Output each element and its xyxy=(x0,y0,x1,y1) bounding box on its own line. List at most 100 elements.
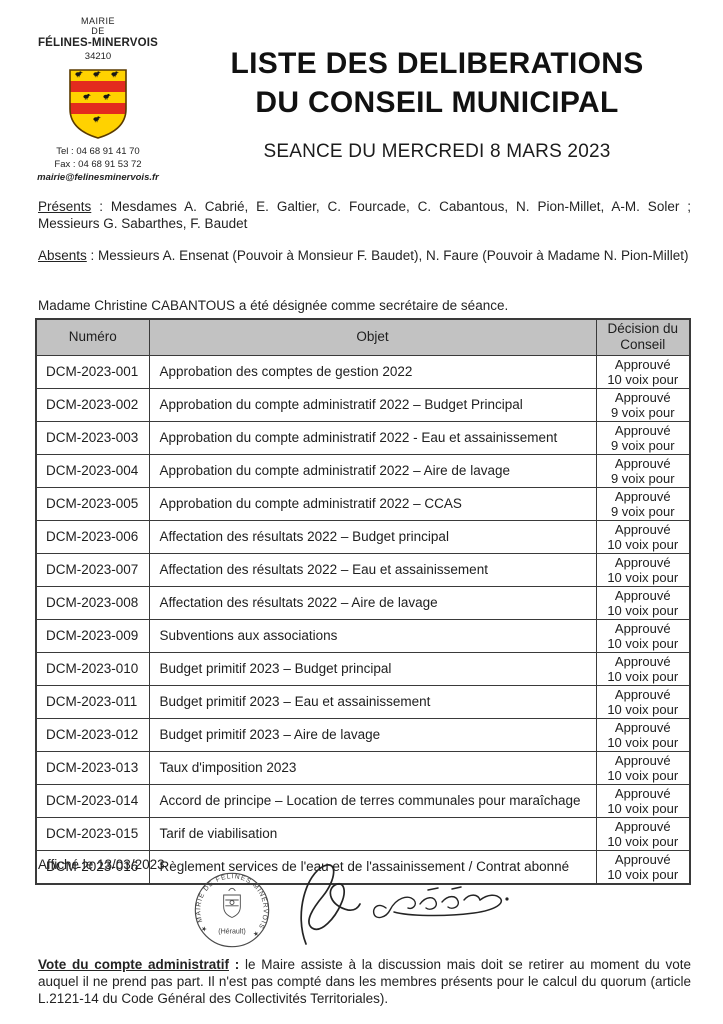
cell-decision: Approuvé 9 voix pour xyxy=(595,453,691,488)
cell-decision: Approuvé 10 voix pour xyxy=(595,849,691,884)
cell-objet: Taux d'imposition 2023 xyxy=(148,750,597,785)
decision-votes: 9 voix pour xyxy=(610,470,675,486)
municipal-stamp-icon: ★ MAIRIE DE FÉLINES MINERVOIS ★ (Hérault… xyxy=(192,870,272,950)
document-title-line1: LISTE DES DELIBERATIONS xyxy=(230,47,644,80)
cell-decision: Approuvé 10 voix pour xyxy=(595,618,691,653)
signature-1 xyxy=(290,860,370,950)
decision-approval: Approuvé xyxy=(614,455,671,471)
decision-approval: Approuvé xyxy=(614,785,671,801)
cell-decision: Approuvé 9 voix pour xyxy=(595,486,691,521)
decision-approval: Approuvé xyxy=(614,488,671,504)
table-row: DCM-2023-003 Approbation du compte admini… xyxy=(35,420,691,455)
document-title: LISTE DES DELIBERATIONS DU CONSEIL MUNIC… xyxy=(178,44,696,122)
table-row: DCM-2023-006 Affectation des résultats 20… xyxy=(35,519,691,554)
table-row: DCM-2023-015 Tarif de viabilisation Approu… xyxy=(35,816,691,851)
cell-decision: Approuvé 10 voix pour xyxy=(595,651,691,686)
decision-approval: Approuvé xyxy=(614,653,671,669)
table-row: DCM-2023-008 Affectation des résultats 20… xyxy=(35,585,691,620)
presents-text: Mesdames A. Cabrié, E. Galtier, C. Fourc… xyxy=(38,199,691,231)
table-row: DCM-2023-007 Affectation des résultats 20… xyxy=(35,552,691,587)
cell-objet: Approbation du compte administratif 2022… xyxy=(148,387,597,422)
postal-code: 34210 xyxy=(84,51,112,62)
absents-paragraph: Absents : Messieurs A. Ensenat (Pouvoir … xyxy=(38,248,691,265)
absents-text: Messieurs A. Ensenat (Pouvoir à Monsieur… xyxy=(98,248,689,263)
vote-note-paragraph: Vote du compte administratif : le Maire … xyxy=(38,956,691,1007)
cell-objet: Budget primitif 2023 – Eau et assainisse… xyxy=(148,684,597,719)
table-row: DCM-2023-002 Approbation du compte admini… xyxy=(35,387,691,422)
cell-numero: DCM-2023-015 xyxy=(35,816,150,851)
cell-objet: Approbation des comptes de gestion 2022 xyxy=(148,354,597,389)
stamp-bottom-text: (Hérault) xyxy=(218,927,246,935)
cell-objet: Affectation des résultats 2022 – Budget … xyxy=(148,519,597,554)
decision-approval: Approuvé xyxy=(614,356,671,372)
cell-decision: Approuvé 10 voix pour xyxy=(595,552,691,587)
cell-objet: Tarif de viabilisation xyxy=(148,816,597,851)
column-header-objet: Objet xyxy=(148,318,597,356)
cell-objet: Approbation du compte administratif 2022… xyxy=(148,420,597,455)
cell-objet: Subventions aux associations xyxy=(148,618,597,653)
decision-votes: 10 voix pour xyxy=(607,635,679,651)
signature-2 xyxy=(364,882,514,934)
phone-number: Tel : 04 68 91 41 70 xyxy=(56,146,140,157)
cell-numero: DCM-2023-007 xyxy=(35,552,150,587)
cell-decision: Approuvé 10 voix pour xyxy=(595,717,691,752)
email-address: mairie@felinesminervois.fr xyxy=(37,172,159,183)
letterhead: MAIRIE DE FÉLINES-MINERVOIS 34210 xyxy=(28,16,168,184)
vote-note-label: Vote du compte administratif xyxy=(38,957,229,972)
decision-approval: Approuvé xyxy=(614,422,671,438)
publication-date: Affiché le 13/03/2023 xyxy=(38,857,165,872)
org-name-line1: MAIRIE xyxy=(80,16,115,26)
deliberations-tbody: DCM-2023-001 Approbation des comptes de g… xyxy=(35,354,691,884)
cell-objet: Affectation des résultats 2022 – Aire de… xyxy=(148,585,597,620)
cell-numero: DCM-2023-008 xyxy=(35,585,150,620)
cell-numero: DCM-2023-009 xyxy=(35,618,150,653)
deliberations-table: Numéro Objet Décision du Conseil DCM-202… xyxy=(35,318,691,885)
decision-votes: 10 voix pour xyxy=(607,767,679,783)
cell-numero: DCM-2023-005 xyxy=(35,486,150,521)
cell-decision: Approuvé 10 voix pour xyxy=(595,750,691,785)
cell-objet: Affectation des résultats 2022 – Eau et … xyxy=(148,552,597,587)
decision-approval: Approuvé xyxy=(614,587,671,603)
cell-numero: DCM-2023-003 xyxy=(35,420,150,455)
cell-objet: Budget primitif 2023 – Budget principal xyxy=(148,651,597,686)
decision-votes: 9 voix pour xyxy=(610,437,675,453)
decision-votes: 9 voix pour xyxy=(610,404,675,420)
absents-label: Absents xyxy=(38,248,87,263)
decision-approval: Approuvé xyxy=(614,752,671,768)
decision-votes: 10 voix pour xyxy=(607,866,679,882)
table-row: DCM-2023-012 Budget primitif 2023 – Aire … xyxy=(35,717,691,752)
cell-numero: DCM-2023-006 xyxy=(35,519,150,554)
column-header-numero: Numéro xyxy=(35,318,150,356)
cell-decision: Approuvé 10 voix pour xyxy=(595,684,691,719)
cell-numero: DCM-2023-011 xyxy=(35,684,150,719)
cell-numero: DCM-2023-016 xyxy=(35,849,150,884)
cell-objet: Approbation du compte administratif 2022… xyxy=(148,453,597,488)
secretary-paragraph: Madame Christine CABANTOUS a été désigné… xyxy=(38,298,509,313)
table-row: DCM-2023-011 Budget primitif 2023 – Eau e… xyxy=(35,684,691,719)
decision-votes: 10 voix pour xyxy=(607,701,679,717)
cell-numero: DCM-2023-010 xyxy=(35,651,150,686)
table-row: DCM-2023-009 Subventions aux associations… xyxy=(35,618,691,653)
absents-separator: : xyxy=(86,248,99,263)
decision-approval: Approuvé xyxy=(614,851,671,867)
decision-votes: 10 voix pour xyxy=(607,734,679,750)
decision-votes: 10 voix pour xyxy=(607,569,679,585)
cell-decision: Approuvé 9 voix pour xyxy=(595,420,691,455)
decision-approval: Approuvé xyxy=(614,389,671,405)
presents-label: Présents xyxy=(38,199,92,214)
decision-votes: 10 voix pour xyxy=(607,833,679,849)
cell-numero: DCM-2023-012 xyxy=(35,717,150,752)
vote-note-separator: : xyxy=(228,957,245,972)
cell-decision: Approuvé 9 voix pour xyxy=(595,387,691,422)
cell-numero: DCM-2023-013 xyxy=(35,750,150,785)
cell-numero: DCM-2023-004 xyxy=(35,453,150,488)
table-row: DCM-2023-013 Taux d'imposition 2023 Approu… xyxy=(35,750,691,785)
cell-numero: DCM-2023-014 xyxy=(35,783,150,818)
presents-separator: : xyxy=(91,199,111,214)
cell-objet: Budget primitif 2023 – Aire de lavage xyxy=(148,717,597,752)
cell-objet: Règlement services de l'eau et de l'assa… xyxy=(148,849,597,884)
decision-approval: Approuvé xyxy=(614,620,671,636)
table-row: DCM-2023-016 Règlement services de l'eau … xyxy=(35,849,691,884)
decision-approval: Approuvé xyxy=(614,686,671,702)
